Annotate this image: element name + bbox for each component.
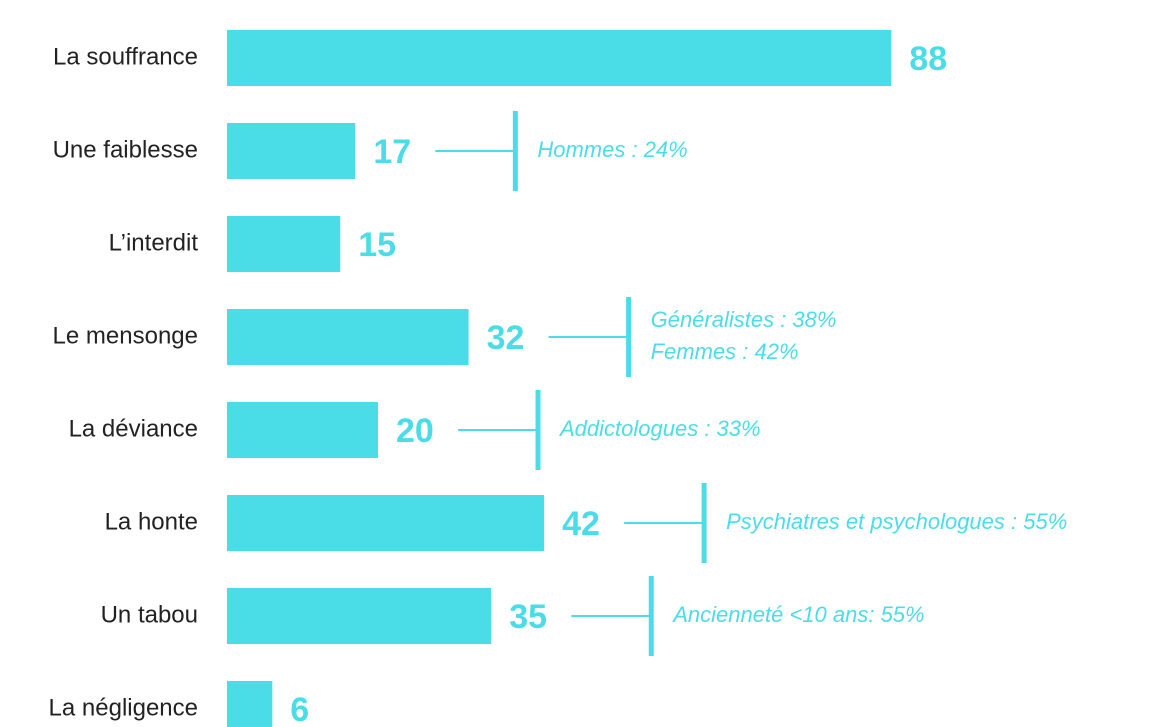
bar xyxy=(227,309,469,365)
category-label: L’interdit xyxy=(109,229,199,256)
value-label: 20 xyxy=(396,412,434,450)
category-label: La honte xyxy=(105,508,198,535)
bar xyxy=(227,30,892,86)
category-label: La déviance xyxy=(69,415,198,442)
value-label: 88 xyxy=(909,40,947,78)
value-label: 15 xyxy=(358,226,396,264)
annotation: Généralistes : 38% xyxy=(651,307,837,332)
annotation: Addictologues : 33% xyxy=(558,416,761,441)
annotation: Hommes : 24% xyxy=(537,137,687,162)
category-label: Le mensonge xyxy=(53,322,198,349)
annotation: Ancienneté <10 ans: 55% xyxy=(671,602,924,627)
bar xyxy=(227,216,341,272)
category-label: Une faiblesse xyxy=(53,136,198,163)
category-label: La négligence xyxy=(49,694,198,721)
value-label: 6 xyxy=(290,691,309,727)
annotation: Psychiatres et psychologues : 55% xyxy=(726,509,1067,534)
value-label: 35 xyxy=(509,598,547,636)
annotation: Femmes : 42% xyxy=(651,339,799,364)
bar xyxy=(227,588,492,644)
value-label: 17 xyxy=(373,133,411,171)
category-label: Un tabou xyxy=(101,601,198,628)
bar xyxy=(227,681,273,727)
bar xyxy=(227,402,378,458)
value-label: 42 xyxy=(562,505,600,543)
bar xyxy=(227,123,356,179)
category-label: La souffrance xyxy=(53,43,198,70)
bar xyxy=(227,495,545,551)
value-label: 32 xyxy=(487,319,525,357)
